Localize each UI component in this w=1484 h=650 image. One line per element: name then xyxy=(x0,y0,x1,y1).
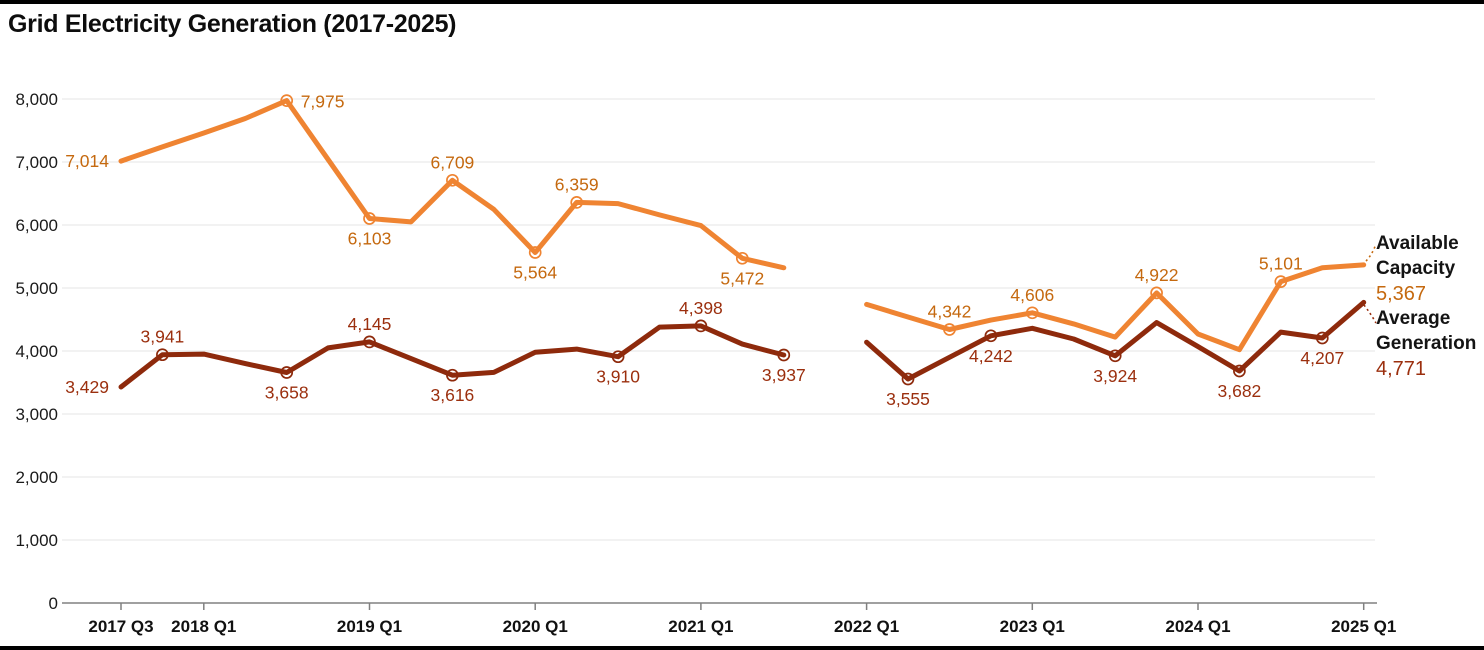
x-tick-label: 2019 Q1 xyxy=(337,617,402,636)
x-tick-label: 2017 Q3 xyxy=(88,617,153,636)
y-tick-label: 0 xyxy=(49,594,58,613)
point-marker xyxy=(735,251,749,265)
x-tick-label: 2025 Q1 xyxy=(1331,617,1396,636)
point-marker xyxy=(280,94,294,107)
data-point-label: 5,101 xyxy=(1259,254,1303,274)
point-marker xyxy=(611,350,625,364)
data-point-label: 4,242 xyxy=(969,346,1013,366)
data-point-label: 3,941 xyxy=(141,327,185,347)
point-marker xyxy=(1315,331,1329,345)
data-point-label: 3,429 xyxy=(65,377,109,397)
data-point-label: 3,910 xyxy=(596,367,640,387)
chart-title: Grid Electricity Generation (2017-2025) xyxy=(8,10,457,38)
legend-series2-name: Average Generation xyxy=(1376,308,1477,354)
data-point-label: 6,359 xyxy=(555,174,599,194)
x-tick-label: 2018 Q1 xyxy=(171,617,236,636)
data-point-label: 3,658 xyxy=(265,383,309,403)
y-tick-label: 3,000 xyxy=(15,405,58,424)
legend-average-generation: Average Generation 4,771 xyxy=(1376,306,1484,382)
point-marker xyxy=(570,196,584,209)
data-point-label: 7,975 xyxy=(301,92,345,112)
data-point-label: 3,924 xyxy=(1093,366,1137,386)
legend-available-capacity: Available Capacity 5,367 xyxy=(1376,231,1484,307)
x-tick-label: 2024 Q1 xyxy=(1165,617,1230,636)
point-marker xyxy=(1233,364,1246,378)
data-point-label: 4,606 xyxy=(1010,285,1054,305)
point-marker xyxy=(777,348,791,362)
leader-line-capacity xyxy=(1365,243,1377,262)
x-tick-label: 2020 Q1 xyxy=(503,617,568,636)
data-point-label: 6,103 xyxy=(348,229,392,249)
x-tick-label: 2022 Q1 xyxy=(834,617,899,636)
data-point-label: 3,555 xyxy=(886,389,930,409)
point-marker xyxy=(446,173,459,187)
y-tick-label: 5,000 xyxy=(15,279,58,298)
data-point-label: 4,145 xyxy=(348,314,392,334)
y-tick-label: 7,000 xyxy=(15,153,58,172)
data-point-label: 7,014 xyxy=(65,151,109,171)
point-marker xyxy=(943,323,956,336)
data-point-label: 4,398 xyxy=(679,298,723,318)
y-tick-label: 4,000 xyxy=(15,342,58,361)
data-point-label: 3,682 xyxy=(1218,381,1262,401)
line-chart: 0 1,000 2,000 3,000 4,000 5,000 6,000 7,000 8,00… xyxy=(15,90,1396,636)
point-marker xyxy=(156,348,169,362)
point-marker xyxy=(984,329,998,343)
x-tick-label: 2021 Q1 xyxy=(668,617,733,636)
y-tick-label: 8,000 xyxy=(15,90,58,109)
point-marker xyxy=(528,246,542,259)
series-line xyxy=(118,98,787,271)
point-marker xyxy=(280,366,294,379)
data-point-label: 5,564 xyxy=(513,263,557,283)
data-point-label: 6,709 xyxy=(431,152,475,172)
point-marker xyxy=(1025,306,1039,320)
data-point-label: 4,342 xyxy=(928,302,972,322)
point-marker xyxy=(694,319,708,333)
x-tick-label: 2023 Q1 xyxy=(1000,617,1065,636)
data-point-label: 4,207 xyxy=(1300,348,1344,368)
point-marker xyxy=(363,335,376,349)
y-tick-label: 2,000 xyxy=(15,468,58,487)
y-tick-label: 6,000 xyxy=(15,216,58,235)
point-marker xyxy=(901,372,915,386)
leader-line-generation xyxy=(1363,304,1377,324)
y-tick-label: 1,000 xyxy=(15,531,58,550)
point-marker xyxy=(363,212,376,225)
data-point-label: 4,922 xyxy=(1135,265,1179,285)
data-point-label: 3,616 xyxy=(431,385,475,405)
series-line xyxy=(864,299,1367,382)
point-marker xyxy=(446,368,459,382)
legend-series2-value: 4,771 xyxy=(1376,358,1427,380)
point-marker xyxy=(1274,275,1288,288)
series-line xyxy=(118,323,787,390)
point-marker xyxy=(1108,349,1122,363)
data-point-label: 5,472 xyxy=(720,268,764,288)
series-line xyxy=(864,262,1367,353)
data-point-label: 3,937 xyxy=(762,365,806,385)
point-marker xyxy=(1150,286,1163,300)
legend-series1-value: 5,367 xyxy=(1376,283,1427,305)
legend-series1-name: Available Capacity xyxy=(1376,233,1459,279)
